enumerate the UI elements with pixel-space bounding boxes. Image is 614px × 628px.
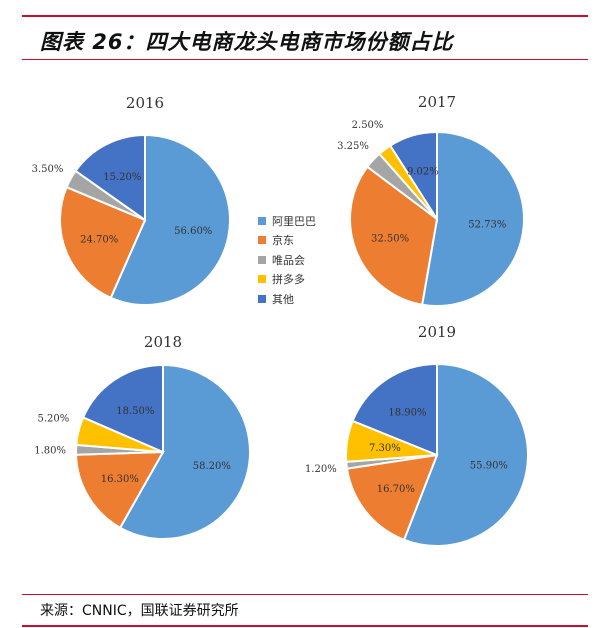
legend-item: 其他 (258, 289, 316, 309)
legend-item: 唯品会 (258, 250, 316, 270)
legend-item: 阿里巴巴 (258, 211, 316, 231)
pie-title: 2018 (144, 333, 182, 351)
source-rule (22, 594, 588, 595)
data-label: 7.30% (369, 443, 401, 454)
pie-title: 2017 (418, 93, 456, 111)
pie-slice (345, 453, 439, 542)
legend-swatch (258, 236, 266, 245)
data-label: 52.73% (468, 219, 506, 230)
legend-swatch (258, 255, 266, 264)
data-label: 5.20% (37, 414, 69, 425)
data-label: 1.20% (305, 464, 337, 475)
data-label: 1.80% (34, 445, 66, 456)
data-label: 55.90% (470, 461, 508, 472)
data-label: 9.02% (407, 167, 439, 178)
pie-title: 2016 (126, 94, 164, 112)
legend-label: 京东 (272, 234, 294, 248)
data-label: 16.30% (101, 474, 139, 485)
pie-slice (388, 130, 438, 223)
legend-swatch (258, 216, 266, 225)
data-label: 24.70% (80, 234, 118, 245)
data-label: 18.50% (116, 406, 154, 417)
data-label: 58.20% (193, 461, 231, 472)
legend-label: 拼多多 (272, 273, 305, 287)
bottom-rule (22, 625, 588, 627)
data-label: 18.90% (388, 407, 426, 418)
pie-slice (420, 130, 526, 307)
pie-slice (75, 450, 165, 530)
legend-item: 京东 (258, 231, 316, 251)
title-rule (22, 59, 588, 60)
data-label: 2.50% (352, 120, 384, 131)
figure-title: 图表 26：四大电商龙头电商市场份额占比 (40, 30, 454, 54)
pie-slice (81, 363, 164, 454)
pie-slice (109, 133, 231, 306)
data-label: 15.20% (103, 172, 141, 183)
data-label: 3.25% (337, 141, 369, 152)
data-label: 3.50% (32, 164, 64, 175)
legend-item: 拼多多 (258, 270, 316, 290)
pie-title: 2019 (418, 323, 456, 341)
legend-label: 阿里巴巴 (272, 214, 316, 228)
legend-label: 唯品会 (272, 253, 305, 267)
legend-swatch (258, 275, 266, 284)
data-label: 56.60% (174, 226, 212, 237)
pie-slice (74, 133, 146, 222)
legend-label: 其他 (272, 292, 294, 306)
pie-slice (351, 362, 438, 457)
pie-slice (59, 185, 147, 300)
data-label: 32.50% (371, 234, 409, 245)
top-rule (22, 15, 588, 17)
pie-charts: 2016 56.60% 24.70% 3.50% 15.20% 2017 52.73% 32.… (32, 93, 529, 547)
legend-swatch (258, 294, 266, 303)
pie-slice (118, 363, 251, 540)
source-note: 来源：CNNIC，国联证券研究所 (40, 603, 239, 619)
legend: 阿里巴巴京东唯品会拼多多其他 (258, 211, 316, 309)
pie-slice (349, 165, 439, 306)
pie-slice (402, 362, 529, 547)
data-label: 16.70% (377, 484, 415, 495)
